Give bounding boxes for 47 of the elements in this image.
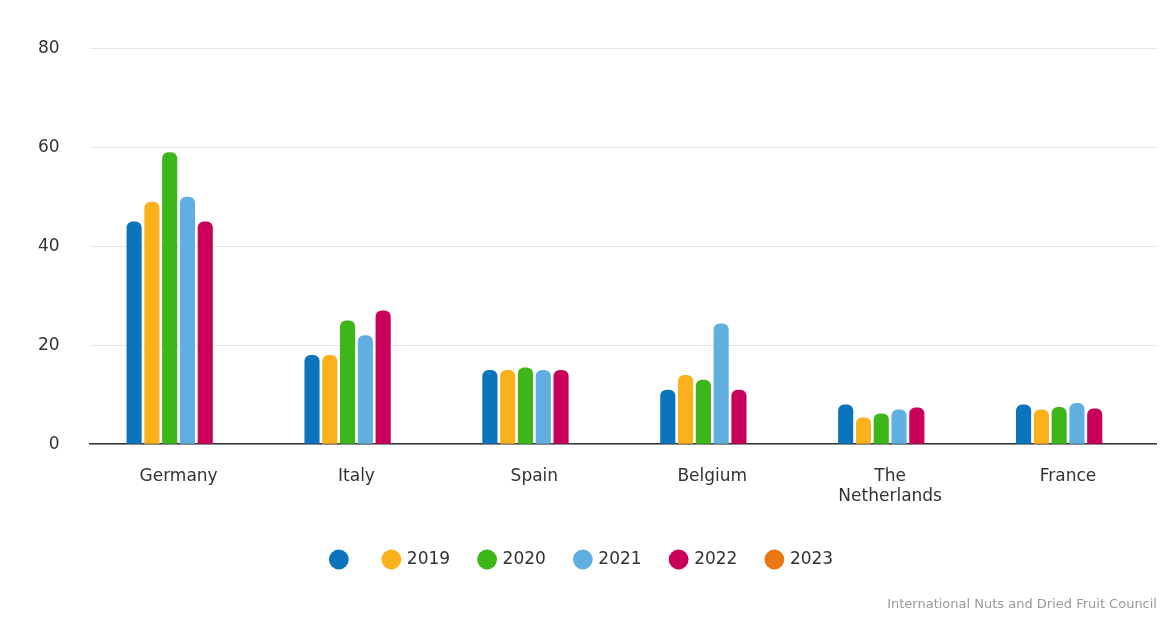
- bar: [375, 310, 391, 444]
- legend-label: 2021: [598, 547, 642, 568]
- bar: [535, 369, 551, 444]
- y-tick-label: 60: [37, 135, 60, 156]
- bar: [197, 221, 213, 444]
- x-tick-label: Belgium: [677, 464, 748, 485]
- bar: [357, 335, 373, 444]
- bar: [162, 152, 178, 444]
- bar: [713, 323, 729, 444]
- x-tick-label: Italy: [338, 464, 375, 485]
- bar: [1069, 403, 1085, 444]
- bar: [891, 409, 907, 444]
- x-tick-label: Germany: [139, 464, 218, 485]
- bar: [1087, 408, 1103, 444]
- text: International Nuts and Dried Fruit Council: [887, 596, 1157, 611]
- bar: [731, 389, 747, 444]
- y-tick-label: 20: [37, 333, 60, 354]
- legend-label: 2020: [502, 547, 546, 568]
- legend-label: 2022: [694, 547, 738, 568]
- legend-label: 2023: [789, 547, 834, 568]
- y-tick-label: 40: [37, 234, 60, 255]
- bar: [340, 320, 356, 444]
- y-tick-label: 0: [48, 432, 60, 453]
- bar: [909, 407, 925, 444]
- bar: [517, 367, 534, 444]
- bar: [1033, 409, 1049, 444]
- legend-label: 2019: [406, 547, 451, 568]
- x-tick-label: The Netherlands: [838, 464, 943, 506]
- bar: [144, 201, 160, 444]
- x-tick-label: France: [1039, 464, 1097, 485]
- bar: [695, 379, 711, 444]
- bar: [126, 221, 142, 444]
- bar: [482, 369, 498, 444]
- bar: [1016, 404, 1032, 444]
- bar: [322, 355, 338, 444]
- bar: [1051, 407, 1067, 444]
- bar: [304, 355, 320, 444]
- bar: [179, 196, 196, 444]
- bar: [838, 404, 854, 444]
- bar: [553, 369, 569, 444]
- x-tick-label: Spain: [510, 464, 559, 485]
- y-tick-label: 80: [37, 36, 60, 57]
- bar: [873, 413, 889, 444]
- bar: [855, 417, 872, 444]
- bar: [660, 389, 676, 444]
- bar: [678, 374, 694, 444]
- bar: [500, 369, 516, 444]
